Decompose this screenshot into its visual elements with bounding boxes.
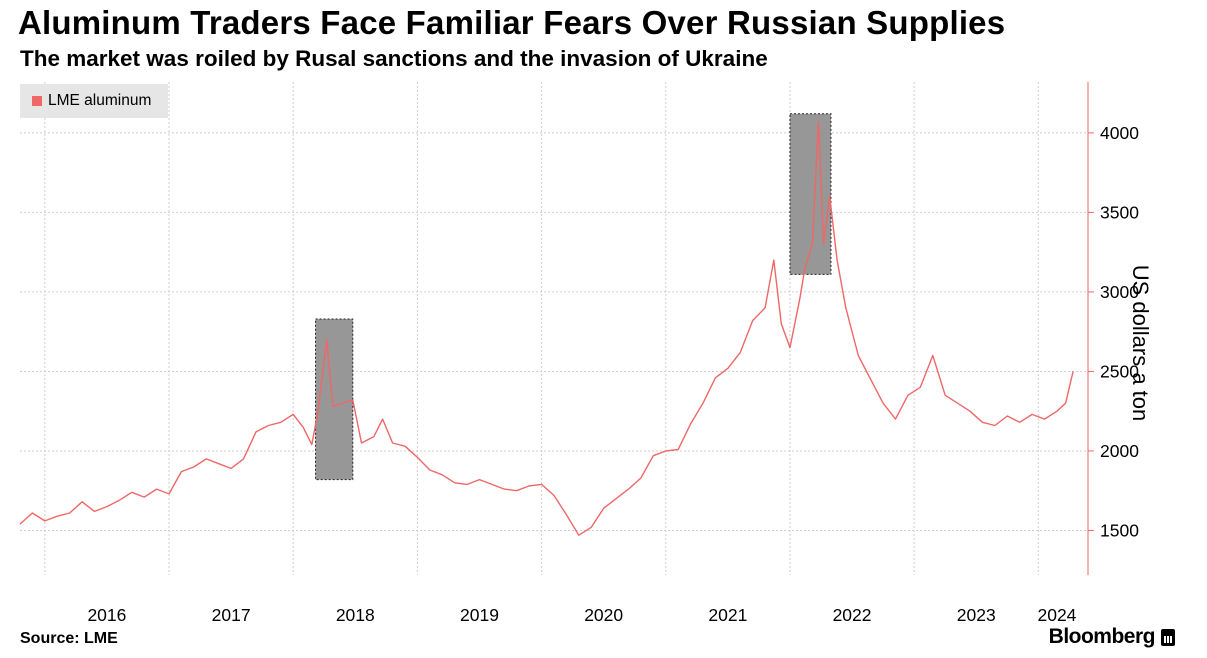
- highlight-box: [315, 318, 354, 481]
- highlight-box: [789, 113, 832, 275]
- brand-name: Bloomberg: [1048, 625, 1156, 648]
- x-tick-label: 2020: [584, 605, 623, 625]
- terminal-icon: [1161, 628, 1175, 646]
- x-tick-label: 2018: [336, 605, 375, 625]
- y-tick-label: 2000: [1100, 441, 1139, 461]
- y-tick-label: 2500: [1100, 361, 1139, 381]
- brand-logo: Bloomberg: [1049, 625, 1175, 649]
- source-note: Source: LME: [20, 630, 118, 647]
- x-tick-label: 2021: [708, 605, 747, 625]
- y-axis-label: US dollars a ton: [1128, 264, 1153, 422]
- y-tick-label: 3500: [1100, 202, 1139, 222]
- x-tick-label: 2024: [1037, 605, 1076, 625]
- legend: LME aluminum: [20, 84, 168, 118]
- chart-title: Aluminum Traders Face Familiar Fears Ove…: [18, 4, 1006, 41]
- x-tick-label: 2022: [833, 605, 872, 625]
- y-tick-label: 4000: [1100, 123, 1139, 143]
- x-tick-label: 2017: [212, 605, 251, 625]
- series-line-lme-aluminum: [19, 121, 1074, 536]
- x-tick-label: 2019: [460, 605, 499, 625]
- x-tick-label: 2016: [87, 605, 126, 625]
- y-axis: 1500 2000 2500 3000 3500 4000: [1087, 82, 1139, 575]
- chart-subtitle: The market was roiled by Rusal sanctions…: [20, 46, 768, 71]
- legend-label: LME aluminum: [48, 92, 152, 109]
- highlight-boxes: [315, 113, 832, 481]
- legend-swatch: [32, 96, 42, 106]
- x-tick-label: 2023: [957, 605, 996, 625]
- y-tick-label: 3000: [1100, 282, 1139, 302]
- y-tick-label: 1500: [1100, 520, 1139, 540]
- x-axis-labels: 2016 2017 2018 2019 2020 2021 2022 2023 2024: [87, 605, 1076, 625]
- series-lines: [19, 121, 1074, 536]
- grid: [20, 82, 1088, 575]
